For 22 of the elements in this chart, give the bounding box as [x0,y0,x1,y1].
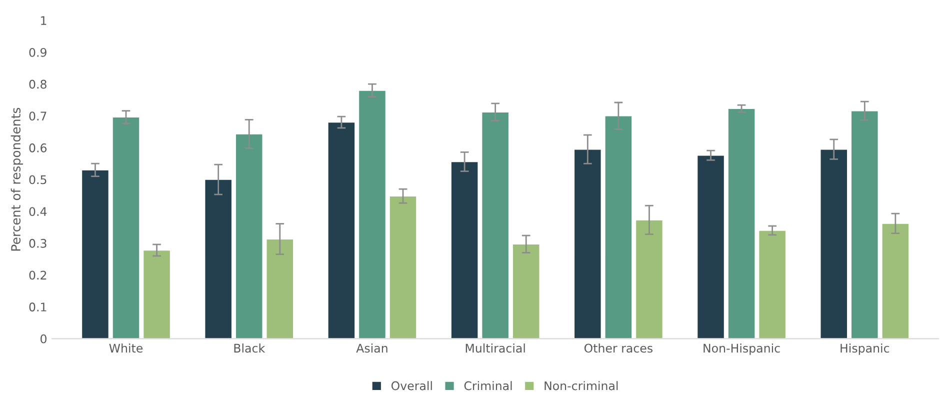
x-tick-label: Black [234,344,266,353]
x-tick-label: Asian [356,344,388,353]
legend-label: Non-criminal [544,381,618,390]
y-tick-label: 0.3 [29,238,46,248]
y-tick-label: 1 [41,16,46,25]
x-tick-label: Other races [584,344,652,353]
y-tick-label: 0.6 [29,143,47,152]
y-tick-label: 0.2 [29,270,46,280]
legend-label: Overall [391,381,432,390]
y-tick-label: 0.7 [29,112,46,121]
y-tick-label: 0 [40,334,46,344]
x-tick-label: Multiracial [466,344,525,353]
legend-label: Criminal [464,381,512,390]
y-tick-label: 0.1 [29,302,46,312]
y-tick-label: 0.4 [29,207,47,216]
x-tick-label: Non-Hispanic [704,344,780,355]
x-tick-label: Hispanic [840,344,890,355]
y-axis-title: Percent of respondents [10,108,23,251]
y-tick-label: 0.8 [29,80,46,89]
y-tick-label: 0.9 [29,48,46,57]
x-tick-label: White [109,344,143,353]
y-tick-label: 0.5 [29,175,46,184]
